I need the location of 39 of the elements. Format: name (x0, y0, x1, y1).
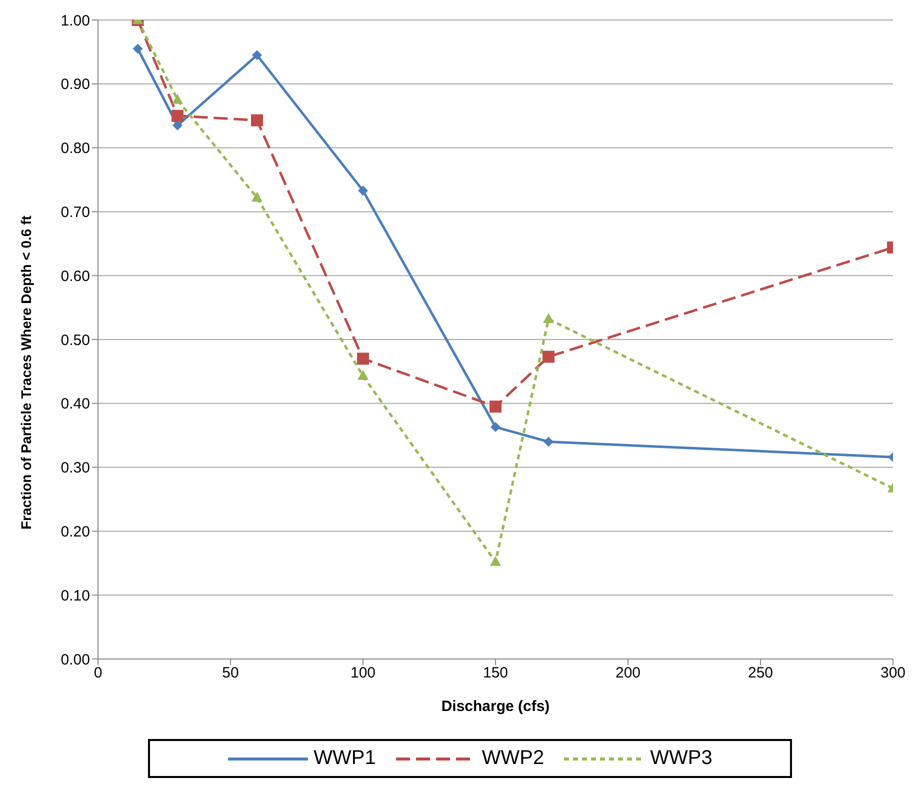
point (490, 422, 500, 432)
point (357, 352, 369, 365)
point (132, 44, 143, 54)
x-tick-label: 200 (615, 664, 641, 682)
x-tick-label: 100 (350, 664, 376, 682)
y-tick-label: 0.90 (60, 76, 90, 94)
point (542, 350, 554, 363)
legend-label: WWP3 (650, 747, 712, 770)
point (172, 120, 182, 130)
y-tick-label: 0.20 (60, 524, 90, 541)
x-tick-label: 150 (482, 664, 508, 682)
y-tick-label: 0.70 (60, 204, 90, 222)
y-tick-label: 1.00 (60, 12, 90, 30)
x-tick-label: 300 (880, 664, 906, 682)
point (490, 556, 501, 566)
y-tick-label: 0.00 (60, 651, 90, 668)
x-tick-label: 250 (748, 664, 774, 682)
x-tick-label: 50 (222, 664, 239, 682)
point (252, 50, 262, 60)
x-tick-label: 0 (94, 664, 102, 682)
y-axis-title: Fraction of Particle Traces Where Depth < 0.6 ft (18, 215, 34, 530)
y-tick-label: 0.10 (60, 587, 90, 604)
y-tick-label: 0.40 (60, 396, 90, 413)
point (543, 313, 554, 324)
point (251, 114, 263, 126)
y-tick-label: 0.60 (60, 268, 90, 285)
point (358, 370, 368, 380)
point (252, 192, 262, 202)
point (358, 186, 368, 196)
legend-label: WWP1 (314, 747, 376, 770)
y-tick-label: 0.80 (60, 140, 90, 158)
y-tick-label: 0.30 (60, 460, 90, 477)
point (490, 400, 502, 413)
x-axis-title: Discharge (cfs) (441, 698, 550, 715)
y-tick-label: 0.50 (60, 332, 90, 349)
point (172, 110, 184, 122)
point (544, 436, 554, 447)
point (172, 94, 183, 104)
legend-label: WWP2 (482, 747, 544, 770)
